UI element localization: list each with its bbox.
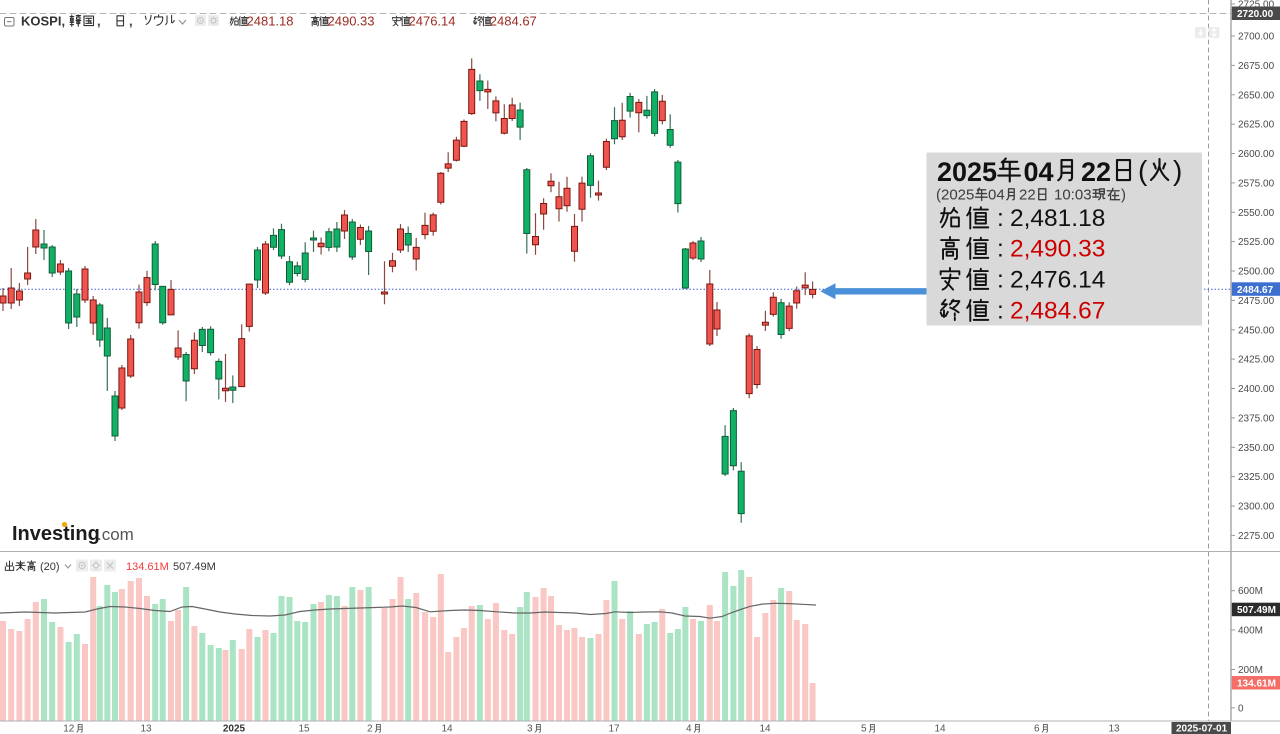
svg-text:600M: 600M <box>1238 586 1263 597</box>
svg-text:): ) <box>1121 187 1126 204</box>
svg-text:2575.00: 2575.00 <box>1238 178 1275 189</box>
svg-text:(20): (20) <box>40 561 60 573</box>
svg-text:2: 2 <box>367 724 373 734</box>
svg-text:134.61M: 134.61M <box>1237 679 1276 690</box>
svg-text:6: 6 <box>1034 724 1040 734</box>
svg-text:2650.00: 2650.00 <box>1238 90 1275 101</box>
svg-text:2625.00: 2625.00 <box>1238 120 1275 131</box>
svg-text:200M: 200M <box>1238 665 1263 676</box>
svg-text::: : <box>997 267 1004 294</box>
svg-text:2500.00: 2500.00 <box>1238 267 1275 278</box>
svg-text:2350.00: 2350.00 <box>1238 443 1275 454</box>
svg-text:2400.00: 2400.00 <box>1238 384 1275 395</box>
svg-text:2300.00: 2300.00 <box>1238 502 1275 513</box>
svg-text:2476.14: 2476.14 <box>409 14 456 29</box>
svg-text:2275.00: 2275.00 <box>1238 531 1275 542</box>
svg-text:4: 4 <box>686 724 692 734</box>
svg-text:2720.00: 2720.00 <box>1237 9 1274 20</box>
svg-text:17: 17 <box>608 724 620 734</box>
svg-text:2675.00: 2675.00 <box>1238 61 1275 72</box>
svg-text:22: 22 <box>1019 187 1036 204</box>
svg-text:134.61M: 134.61M <box>126 561 169 573</box>
svg-text:Investing: Investing <box>12 523 100 545</box>
svg-text:2025-07-01: 2025-07-01 <box>1176 724 1228 734</box>
svg-text:2,490.33: 2,490.33 <box>1010 236 1105 263</box>
svg-text:13: 13 <box>140 724 152 734</box>
svg-text:2484.67: 2484.67 <box>490 14 537 29</box>
svg-text:2550.00: 2550.00 <box>1238 208 1275 219</box>
svg-text:2481.18: 2481.18 <box>247 14 294 29</box>
svg-text:2325.00: 2325.00 <box>1238 472 1275 483</box>
svg-text:(: ( <box>1138 155 1148 186</box>
svg-text:2025: 2025 <box>937 157 997 187</box>
svg-text:2475.00: 2475.00 <box>1238 296 1275 307</box>
svg-text::: : <box>997 298 1004 325</box>
svg-text::: : <box>997 236 1004 263</box>
svg-text:12: 12 <box>63 724 75 734</box>
svg-text:14: 14 <box>441 724 453 734</box>
svg-text:2725.00: 2725.00 <box>1238 0 1275 11</box>
svg-text:3: 3 <box>527 724 533 734</box>
svg-text:2,484.67: 2,484.67 <box>1010 298 1105 325</box>
svg-text::: : <box>997 205 1004 232</box>
svg-text:2,476.14: 2,476.14 <box>1010 267 1105 294</box>
svg-text:2700.00: 2700.00 <box>1238 32 1275 43</box>
svg-text:04: 04 <box>1024 157 1054 187</box>
svg-text:2,481.18: 2,481.18 <box>1010 205 1105 232</box>
svg-text:22: 22 <box>1081 157 1111 187</box>
svg-text:(2025: (2025 <box>936 187 974 204</box>
svg-text:13: 13 <box>1108 724 1120 734</box>
svg-text:04: 04 <box>988 187 1005 204</box>
svg-text:.com: .com <box>97 525 134 544</box>
svg-text:10:03: 10:03 <box>1054 187 1092 204</box>
svg-text:15: 15 <box>298 724 310 734</box>
svg-text:2525.00: 2525.00 <box>1238 237 1275 248</box>
svg-text:14: 14 <box>934 724 946 734</box>
svg-text:2375.00: 2375.00 <box>1238 413 1275 424</box>
svg-text:2484.67: 2484.67 <box>1237 285 1274 296</box>
svg-text:400M: 400M <box>1238 625 1263 636</box>
svg-text:,: , <box>129 14 133 29</box>
svg-text:2425.00: 2425.00 <box>1238 355 1275 366</box>
svg-text:): ) <box>1173 155 1182 186</box>
svg-text:2490.33: 2490.33 <box>328 14 375 29</box>
svg-text:2600.00: 2600.00 <box>1238 149 1275 160</box>
svg-text:KOSPI,: KOSPI, <box>21 14 65 29</box>
svg-text:507.49M: 507.49M <box>1237 605 1276 616</box>
svg-text:2025: 2025 <box>223 724 246 734</box>
svg-text:0: 0 <box>1238 703 1244 714</box>
svg-text:2450.00: 2450.00 <box>1238 325 1275 336</box>
svg-text:,: , <box>97 14 101 29</box>
svg-text:507.49M: 507.49M <box>173 561 216 573</box>
svg-text:5: 5 <box>861 724 867 734</box>
svg-text:14: 14 <box>759 724 771 734</box>
